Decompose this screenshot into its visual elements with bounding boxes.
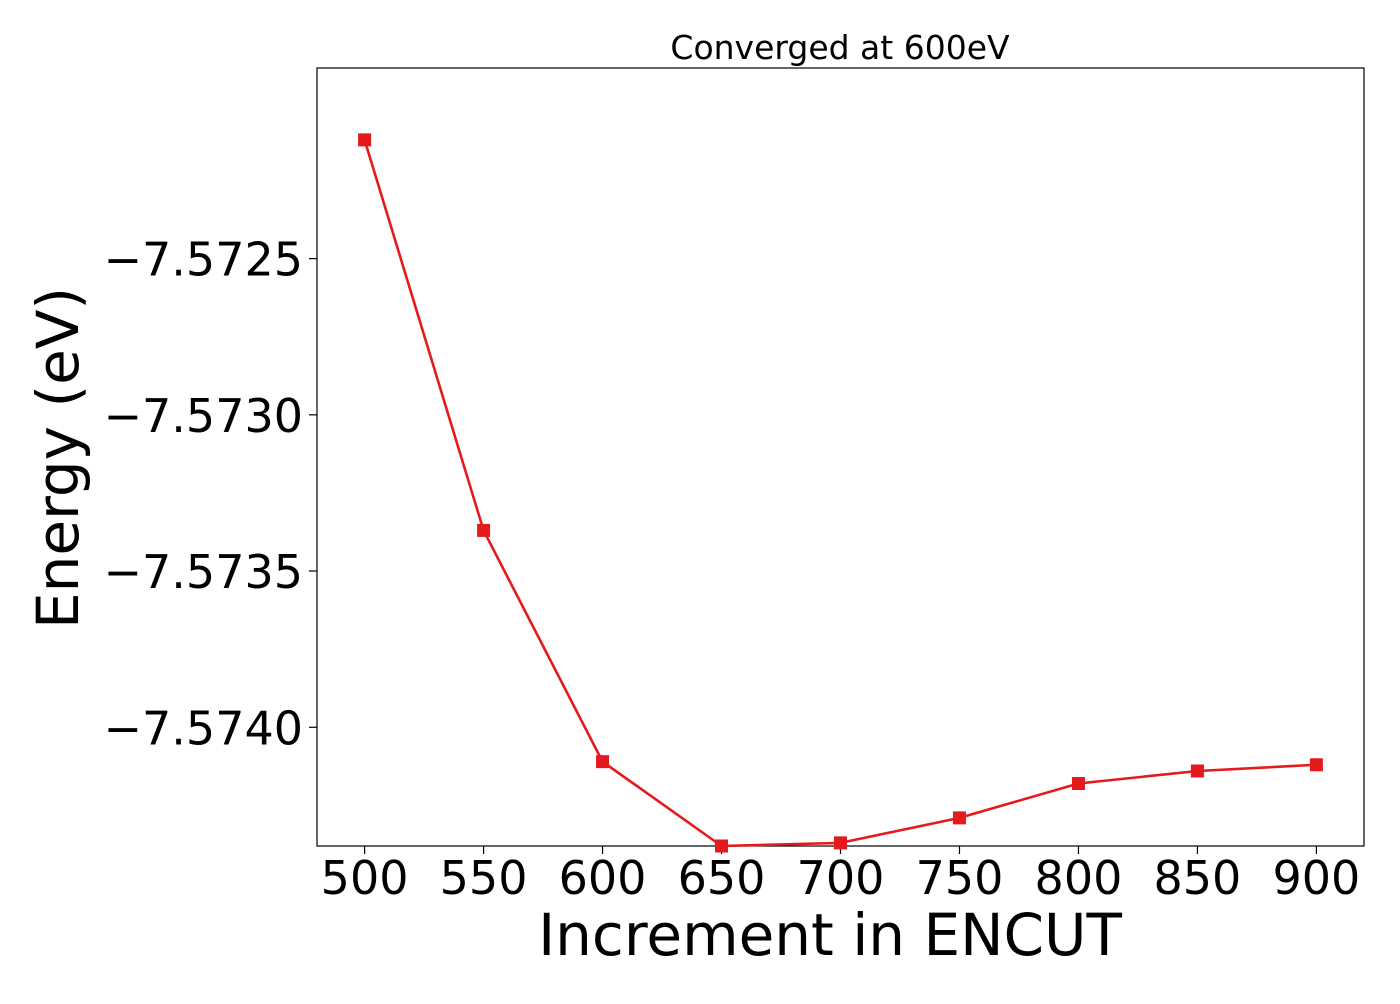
x-tick-label: 700 — [797, 851, 885, 905]
data-point-marker — [1309, 758, 1323, 772]
data-point-marker — [952, 811, 966, 825]
x-axis-ticks: 500 550 600 650 700 750 800 850 900 — [321, 846, 1361, 905]
data-point-marker — [1190, 764, 1204, 778]
y-tick-label: −7.5725 — [104, 233, 304, 287]
y-tick-label: −7.5730 — [104, 389, 304, 443]
x-tick-label: 900 — [1273, 851, 1361, 905]
series-line — [363, 139, 1317, 848]
x-tick-label: 500 — [321, 851, 409, 905]
data-point-marker — [358, 133, 372, 147]
y-axis-label: Energy (eV) — [24, 287, 92, 629]
x-tick-label: 550 — [440, 851, 528, 905]
x-tick-label: 600 — [559, 851, 647, 905]
data-point-marker — [477, 523, 491, 537]
x-tick-label: 800 — [1035, 851, 1123, 905]
y-tick-label: −7.5740 — [104, 701, 304, 755]
data-point-marker — [1071, 777, 1085, 791]
chart-title: Converged at 600eV — [670, 28, 1010, 67]
y-axis-ticks: −7.5725 −7.5730 −7.5735 −7.5740 — [104, 233, 317, 755]
x-axis-label: Increment in ENCUT — [538, 901, 1122, 969]
x-tick-label: 750 — [916, 851, 1004, 905]
data-point-marker — [596, 755, 610, 769]
y-tick-label: −7.5735 — [104, 545, 304, 599]
x-tick-label: 850 — [1154, 851, 1242, 905]
series-layer — [358, 133, 1323, 853]
plot-frame — [316, 67, 1365, 847]
data-point-marker — [715, 839, 729, 853]
data-point-marker — [834, 836, 847, 850]
x-tick-label: 650 — [678, 851, 766, 905]
